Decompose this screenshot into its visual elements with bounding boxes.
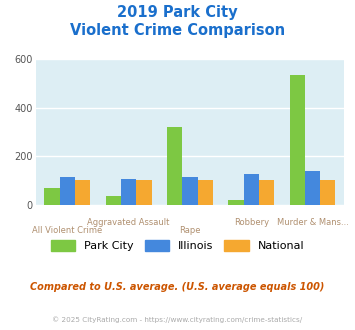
Text: Violent Crime Comparison: Violent Crime Comparison <box>70 23 285 38</box>
Bar <box>244 174 259 205</box>
Bar <box>136 181 152 205</box>
Text: Aggravated Assault: Aggravated Assault <box>87 218 170 227</box>
Bar <box>290 75 305 205</box>
Bar <box>228 201 244 205</box>
Bar <box>320 181 335 205</box>
Text: 2019 Park City: 2019 Park City <box>117 5 238 20</box>
Bar <box>106 196 121 205</box>
Text: Murder & Mans...: Murder & Mans... <box>277 218 348 227</box>
Bar <box>198 181 213 205</box>
Bar <box>44 188 60 205</box>
Bar <box>305 171 320 205</box>
Text: Compared to U.S. average. (U.S. average equals 100): Compared to U.S. average. (U.S. average … <box>30 282 325 292</box>
Text: Robbery: Robbery <box>234 218 269 227</box>
Legend: Park City, Illinois, National: Park City, Illinois, National <box>47 237 308 255</box>
Bar <box>75 181 90 205</box>
Text: Rape: Rape <box>179 226 201 235</box>
Bar <box>60 177 75 205</box>
Text: All Violent Crime: All Violent Crime <box>32 226 103 235</box>
Bar <box>259 181 274 205</box>
Bar <box>182 177 198 205</box>
Bar <box>167 127 182 205</box>
Text: © 2025 CityRating.com - https://www.cityrating.com/crime-statistics/: © 2025 CityRating.com - https://www.city… <box>53 317 302 323</box>
Bar <box>121 179 136 205</box>
